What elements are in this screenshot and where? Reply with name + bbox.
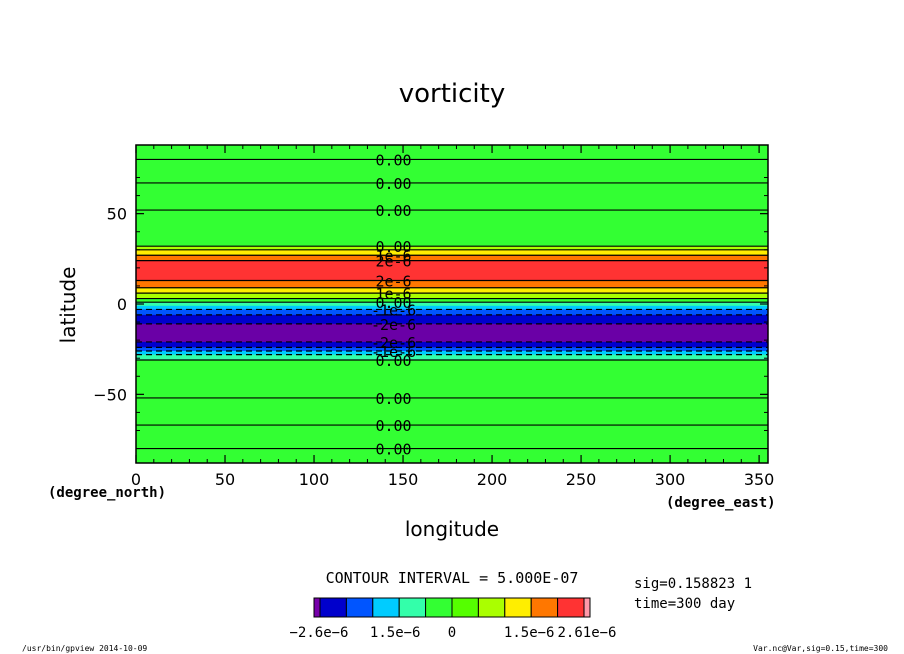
contour-lines — [136, 158, 768, 450]
band-2 — [136, 249, 768, 256]
x-tick-label-6: 300 — [655, 470, 686, 489]
colorbar-tick-labels: −2.6e−6 1.5e−6 0 1.5e−6 2.61e−6 — [289, 625, 616, 641]
colorbar-cell-7 — [477, 597, 506, 618]
colorbar-cell-3 — [372, 597, 400, 618]
x-tick-label-2: 100 — [299, 470, 330, 489]
band-8 — [136, 298, 768, 303]
contour-label-15: -2e-6 — [371, 334, 416, 352]
band-3 — [136, 255, 768, 262]
colorbar-cell-11 — [583, 597, 591, 618]
contour-label-5: 1e-6 — [375, 247, 411, 265]
contour-label-0: 0.00 — [375, 151, 411, 169]
contour-label-21: 0.00 — [375, 417, 411, 435]
band-0 — [136, 145, 768, 247]
band-17 — [136, 354, 768, 361]
x-tick-label-1: 50 — [215, 470, 235, 489]
band-6 — [136, 287, 768, 294]
contour-label-3: 0.00 — [375, 238, 411, 256]
colorbar — [313, 597, 591, 618]
colorbar-tick-label-4: 2.61e−6 — [557, 625, 616, 641]
colorbar-tick-label-1: 1.5e−6 — [370, 625, 421, 641]
sig-info: sig=0.158823 1 — [634, 576, 752, 592]
y-tick-label-1: 0 — [117, 295, 127, 314]
x-axis-label: longitude — [405, 517, 499, 541]
colorbar-tick-label-0: −2.6e−6 — [289, 625, 348, 641]
band-11 — [136, 309, 768, 316]
band-18 — [136, 360, 768, 464]
colorbar-tick-label-2: 0 — [448, 625, 456, 641]
band-4 — [136, 260, 768, 282]
colorbar-cell-6 — [451, 597, 479, 618]
contour-label-6: 2e-6 — [375, 253, 411, 271]
contour-label-14: -2e-6 — [371, 316, 416, 334]
band-10 — [136, 305, 768, 310]
x-axis-ticks: 0 50 100 150 200 250 300 350 — [131, 145, 774, 489]
y-tick-label-2: −50 — [93, 385, 127, 404]
contour-label-7: 2e-6 — [375, 273, 411, 291]
color-bands — [136, 145, 768, 464]
contour-labels: 0.000.000.000.001e-62e-62e-61e-60.00-1e-… — [371, 151, 416, 458]
x-axis-unit: (degree_east) — [666, 495, 776, 511]
contour-interval-label: CONTOUR INTERVAL = 5.000E-07 — [326, 569, 579, 587]
colorbar-cell-1 — [319, 597, 347, 618]
colorbar-cell-0 — [313, 597, 321, 618]
y-tick-label-0: 50 — [107, 205, 127, 224]
colorbar-cell-2 — [345, 597, 374, 618]
colorbar-tick-label-3: 1.5e−6 — [504, 625, 555, 641]
band-1 — [136, 246, 768, 251]
band-12 — [136, 314, 768, 325]
y-axis-label: latitude — [56, 267, 80, 344]
band-13 — [136, 323, 768, 343]
time-info: time=300 day — [634, 596, 735, 612]
plot-title: vorticity — [399, 79, 506, 109]
x-tick-label-7: 350 — [744, 470, 775, 489]
contour-label-19: 0.00 — [375, 352, 411, 370]
contour-label-9: 1e-6 — [375, 285, 411, 303]
contour-label-2: 0.00 — [375, 202, 411, 220]
x-tick-label-3: 150 — [388, 470, 419, 489]
footer-left: /usr/bin/gpview 2014-10-09 — [22, 644, 147, 653]
contour-label-11: 0.00 — [375, 294, 411, 312]
contour-label-22: 0.00 — [375, 441, 411, 459]
colorbar-cell-8 — [504, 597, 532, 618]
x-tick-label-5: 250 — [566, 470, 597, 489]
contour-label-17: -1e-6 — [371, 343, 416, 361]
x-tick-label-0: 0 — [131, 470, 141, 489]
contour-label-1: 0.00 — [375, 175, 411, 193]
band-14 — [136, 341, 768, 348]
x-tick-label-4: 200 — [477, 470, 508, 489]
colorbar-cell-4 — [398, 597, 427, 618]
y-axis-unit: (degree_north) — [48, 485, 166, 501]
band-9 — [136, 302, 768, 307]
colorbar-cell-9 — [530, 597, 559, 618]
band-16 — [136, 350, 768, 356]
band-5 — [136, 280, 768, 289]
band-15 — [136, 347, 768, 352]
band-7 — [136, 293, 768, 300]
colorbar-cell-10 — [557, 597, 585, 618]
colorbar-cell-5 — [425, 597, 453, 618]
contour-label-12: -1e-6 — [371, 301, 416, 319]
contour-label-20: 0.00 — [375, 390, 411, 408]
y-axis-ticks: 50 0 −50 — [93, 158, 768, 450]
footer-right: Var.nc@Var,sig=0.15,time=300 — [753, 644, 888, 653]
